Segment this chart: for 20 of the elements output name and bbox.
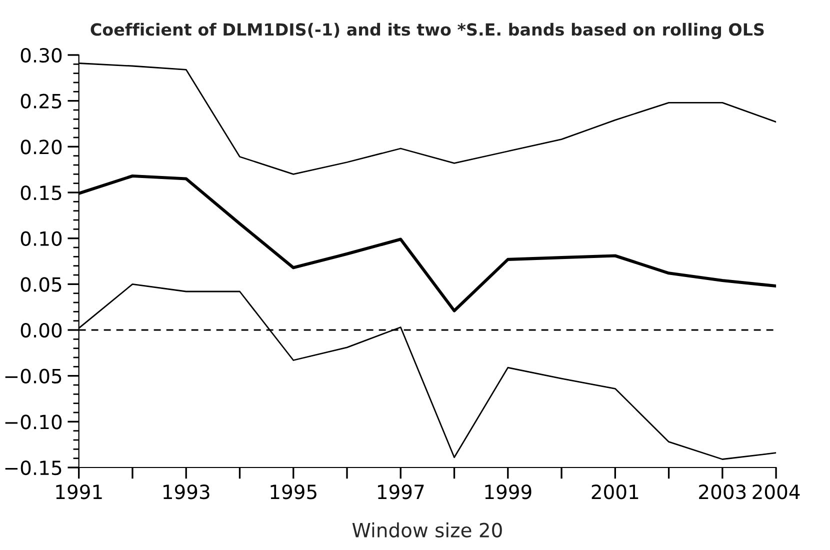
y-tick-label: 0.00 [20, 322, 62, 338]
y-tick-label: 0.30 [20, 48, 62, 63]
x-tick-label: 1997 [378, 484, 424, 500]
x-tick-label: 1995 [270, 484, 316, 500]
y-tick-label: −0.15 [5, 460, 62, 476]
x-tick-label: 1991 [56, 484, 102, 500]
y-tick-label: −0.05 [5, 368, 62, 384]
x-tick-label: 2003 [699, 484, 746, 500]
y-tick-label: 0.20 [20, 140, 62, 154]
x-tick-label: 1999 [485, 484, 532, 500]
x-axis-title: Window size 20 [352, 522, 502, 538]
x-tick-label: 1993 [164, 484, 210, 500]
y-tick-label: 0.25 [20, 94, 62, 108]
y-tick-label: 0.05 [20, 277, 62, 292]
y-tick-label: −0.10 [5, 414, 62, 430]
y-tick-label: 0.15 [20, 185, 62, 200]
chart-title: Coefficient of DLM1DIS(-1) and its two *S.E. bands based on rolling OLS [90, 22, 764, 40]
x-tick-label: 2001 [592, 484, 638, 500]
x-tick-label: 2004 [752, 484, 800, 500]
y-tick-label: 0.10 [20, 231, 62, 246]
